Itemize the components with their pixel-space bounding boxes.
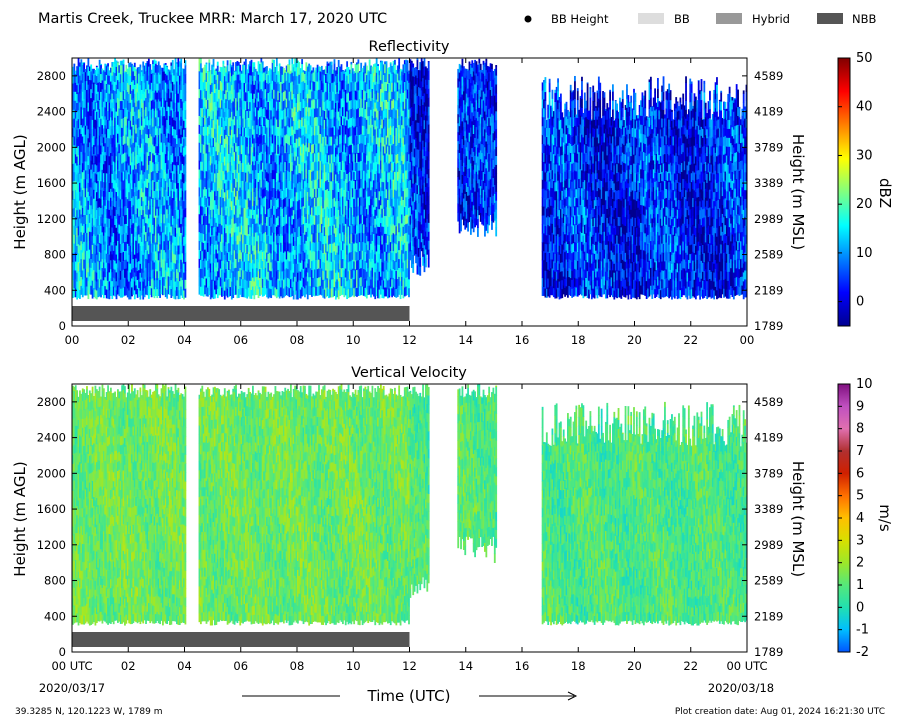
reflectivity-heatmap-cell [83,62,85,63]
reflectivity-heatmap-cell [140,65,142,68]
reflectivity-heatmap-cell [99,60,101,65]
figure-title: Martis Creek, Truckee MRR: March 17, 202… [38,11,387,27]
bb-height-legend-label: BB Height [551,12,609,26]
reflectivity-panel: Reflectivity 00 02 04 06 08 10 12 14 16 18 20 22 00 … [11,39,894,347]
reflectivity-heatmap-cell [107,63,109,66]
reflectivity-heatmap-cell [165,63,167,65]
reflectivity-heatmap-cell [166,66,168,67]
reflectivity-heatmap-cell [96,66,98,67]
hybrid-legend-swatch [716,13,742,24]
figure: Martis Creek, Truckee MRR: March 17, 202… [0,0,900,725]
reflectivity-heatmap-cell [100,64,102,65]
reflectivity-heatmap-cell [123,60,125,65]
bb-legend: BB Height BB Hybrid NBB [525,12,877,26]
reflectivity-heatmap-cell [158,61,160,63]
bb-height-legend-marker [525,16,532,23]
bb-legend-swatch [638,13,664,24]
reflectivity-heatmap-cells [72,58,747,300]
reflectivity-heatmap-cell [134,63,136,67]
reflectivity-heatmap-cell [117,62,119,63]
nbb-legend-label: NBB [852,12,876,26]
reflectivity-heatmap-cell [80,59,82,62]
nbb-legend-swatch [817,13,843,24]
reflectivity-panel-title: Reflectivity [369,39,450,55]
reflectivity-heatmap-cell [172,60,174,64]
reflectivity-heatmap-cell [155,61,157,64]
reflectivity-heatmap-cell [87,58,89,67]
hybrid-legend-label: Hybrid [752,12,790,26]
bb-legend-label: BB [674,12,690,26]
reflectivity-heatmap-cell [73,64,75,65]
